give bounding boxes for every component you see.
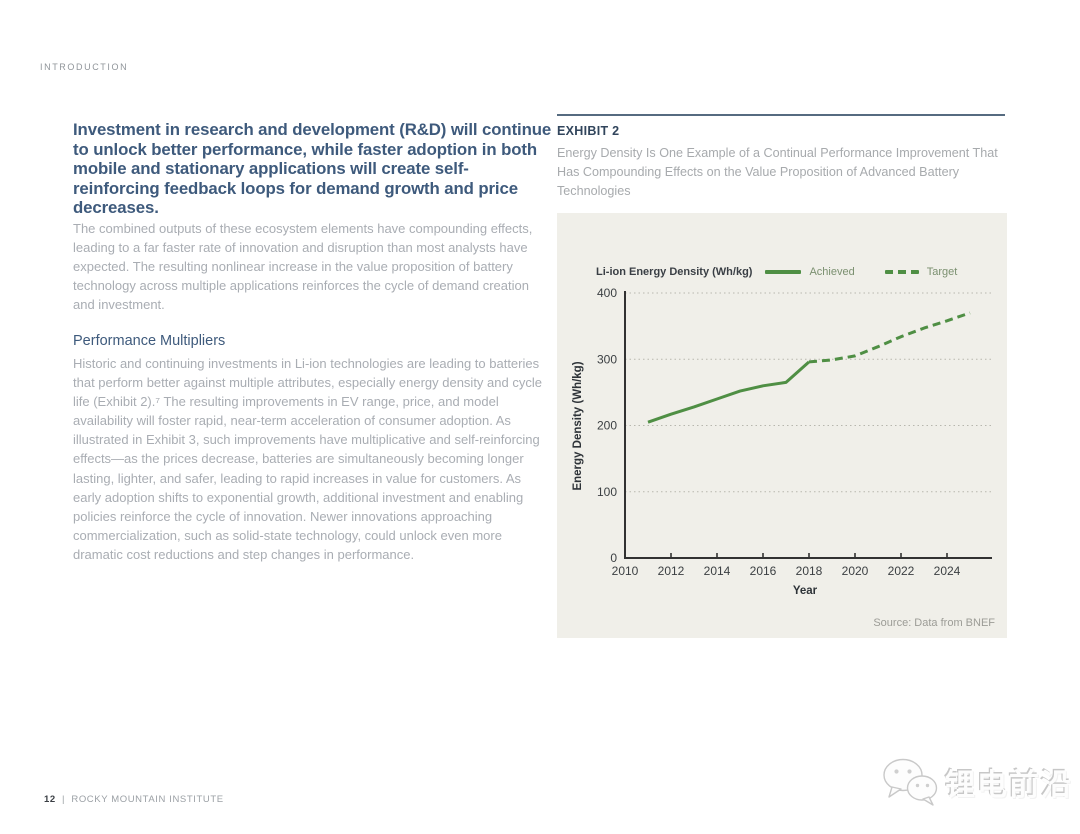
exhibit-divider-rule [557,114,1005,116]
watermark: 锂电前沿 [882,757,1073,807]
y-axis-title: Energy Density (Wh/kg) [572,361,584,490]
chart-source-note: Source: Data from BNEF [873,617,995,629]
body-paragraph-2: Historic and continuing investments in L… [73,356,542,562]
svg-text:2024: 2024 [934,564,961,578]
page-footer: 12 | ROCKY MOUNTAIN INSTITUTE [44,794,224,805]
svg-text:0: 0 [610,551,617,565]
svg-text:400: 400 [597,286,617,300]
footer-separator: | [62,794,66,805]
section-eyebrow: INTRODUCTION [40,62,129,72]
svg-text:200: 200 [597,419,617,433]
watermark-text: 锂电前沿 [945,768,1073,803]
target-legend-label: Target [926,266,958,278]
x-axis-title: Year [793,585,818,597]
exhibit-label: EXHIBIT 2 [557,124,620,138]
line-chart-plot: 0 100 200 300 400 2010 2012 2014 2016 2018 2020 202… [572,286,992,597]
svg-text:300: 300 [597,352,617,366]
svg-text:2014: 2014 [704,564,731,578]
exhibit-caption: Energy Density Is One Example of a Conti… [557,146,998,199]
performance-multipliers-subheading: Performance Multipliers [73,333,226,349]
wechat-icon [883,758,938,806]
svg-text:2010: 2010 [612,564,639,578]
svg-text:2018: 2018 [796,564,823,578]
svg-text:100: 100 [597,485,617,499]
achieved-line-swatch [765,270,802,274]
lead-heading: Investment in research and development (… [73,120,552,218]
svg-text:2012: 2012 [658,564,685,578]
energy-density-chart: Li-ion Energy Density (Wh/kg) Achieved T… [557,213,1007,638]
svg-text:2022: 2022 [888,564,915,578]
target-line-swatch [884,270,919,274]
page-number: 12 [44,794,56,805]
footer-institute-name: ROCKY MOUNTAIN INSTITUTE [71,794,224,805]
chart-legend: Li-ion Energy Density (Wh/kg) Achieved T… [596,265,957,279]
svg-text:2016: 2016 [750,564,777,578]
svg-text:2020: 2020 [842,564,869,578]
body-paragraph-1: The combined outputs of these ecosystem … [73,221,533,312]
achieved-legend-label: Achieved [809,266,855,278]
chart-legend-title: Li-ion Energy Density (Wh/kg) [596,266,753,278]
